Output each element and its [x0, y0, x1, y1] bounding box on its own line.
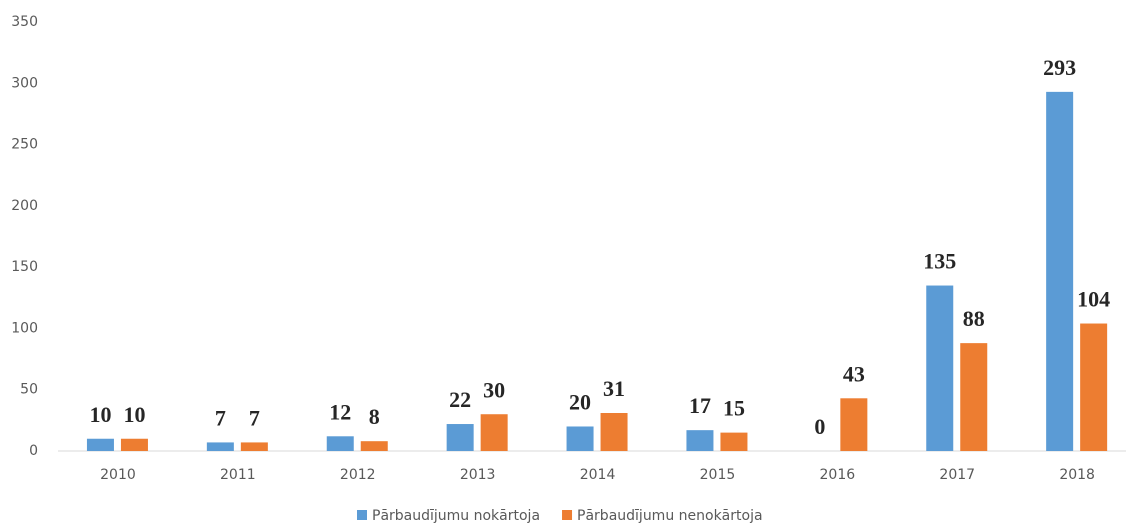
- bar: [1080, 323, 1108, 451]
- y-tick-label: 250: [11, 137, 38, 153]
- bar: [240, 442, 268, 451]
- legend-swatch: [357, 510, 367, 520]
- value-label: 17: [689, 393, 711, 418]
- bar: [926, 285, 954, 451]
- x-tick-label: 2017: [939, 467, 975, 483]
- value-label: 10: [123, 402, 145, 427]
- value-label: 104: [1077, 287, 1110, 312]
- x-tick-label: 2018: [1059, 467, 1095, 483]
- bar: [840, 398, 868, 451]
- y-tick-label: 50: [20, 382, 38, 398]
- value-label: 8: [369, 404, 380, 429]
- bar: [326, 436, 354, 451]
- value-label: 12: [329, 399, 351, 424]
- legend-label: Pārbaudījumu nokārtoja: [372, 508, 540, 524]
- bar: [566, 426, 594, 451]
- y-tick-label: 150: [11, 259, 38, 275]
- y-tick-label: 300: [11, 75, 38, 91]
- x-tick-label: 2014: [580, 467, 616, 483]
- y-tick-label: 100: [11, 320, 38, 336]
- bar: [960, 343, 988, 451]
- x-tick-label: 2015: [700, 467, 736, 483]
- y-tick-label: 200: [11, 198, 38, 214]
- value-label: 88: [963, 306, 985, 331]
- x-tick-label: 2013: [460, 467, 496, 483]
- value-label: 293: [1043, 55, 1076, 80]
- bar: [360, 441, 388, 451]
- value-label: 0: [814, 414, 825, 439]
- bar: [1046, 91, 1074, 451]
- x-tick-label: 2016: [820, 467, 856, 483]
- value-label: 20: [569, 390, 591, 415]
- bar: [600, 413, 628, 451]
- legend-label: Pārbaudījumu nenokārtoja: [577, 508, 763, 524]
- bar: [206, 442, 234, 451]
- bar: [120, 438, 148, 451]
- value-label: 15: [723, 396, 745, 421]
- bar: [686, 430, 714, 451]
- bar: [446, 424, 474, 451]
- bar: [480, 414, 508, 451]
- value-label: 10: [89, 402, 111, 427]
- y-tick-label: 0: [29, 443, 38, 459]
- value-label: 43: [843, 361, 865, 386]
- bar: [86, 438, 114, 451]
- value-label: 135: [923, 249, 956, 274]
- x-tick-label: 2010: [100, 467, 136, 483]
- value-label: 31: [603, 376, 625, 401]
- value-label: 7: [249, 405, 260, 430]
- legend-swatch: [562, 510, 573, 520]
- y-tick-label: 350: [11, 14, 38, 30]
- x-tick-label: 2012: [340, 467, 376, 483]
- x-tick-label: 2011: [220, 467, 256, 483]
- value-label: 22: [449, 387, 471, 412]
- bar: [720, 432, 748, 451]
- value-label: 30: [483, 377, 505, 402]
- value-label: 7: [215, 405, 226, 430]
